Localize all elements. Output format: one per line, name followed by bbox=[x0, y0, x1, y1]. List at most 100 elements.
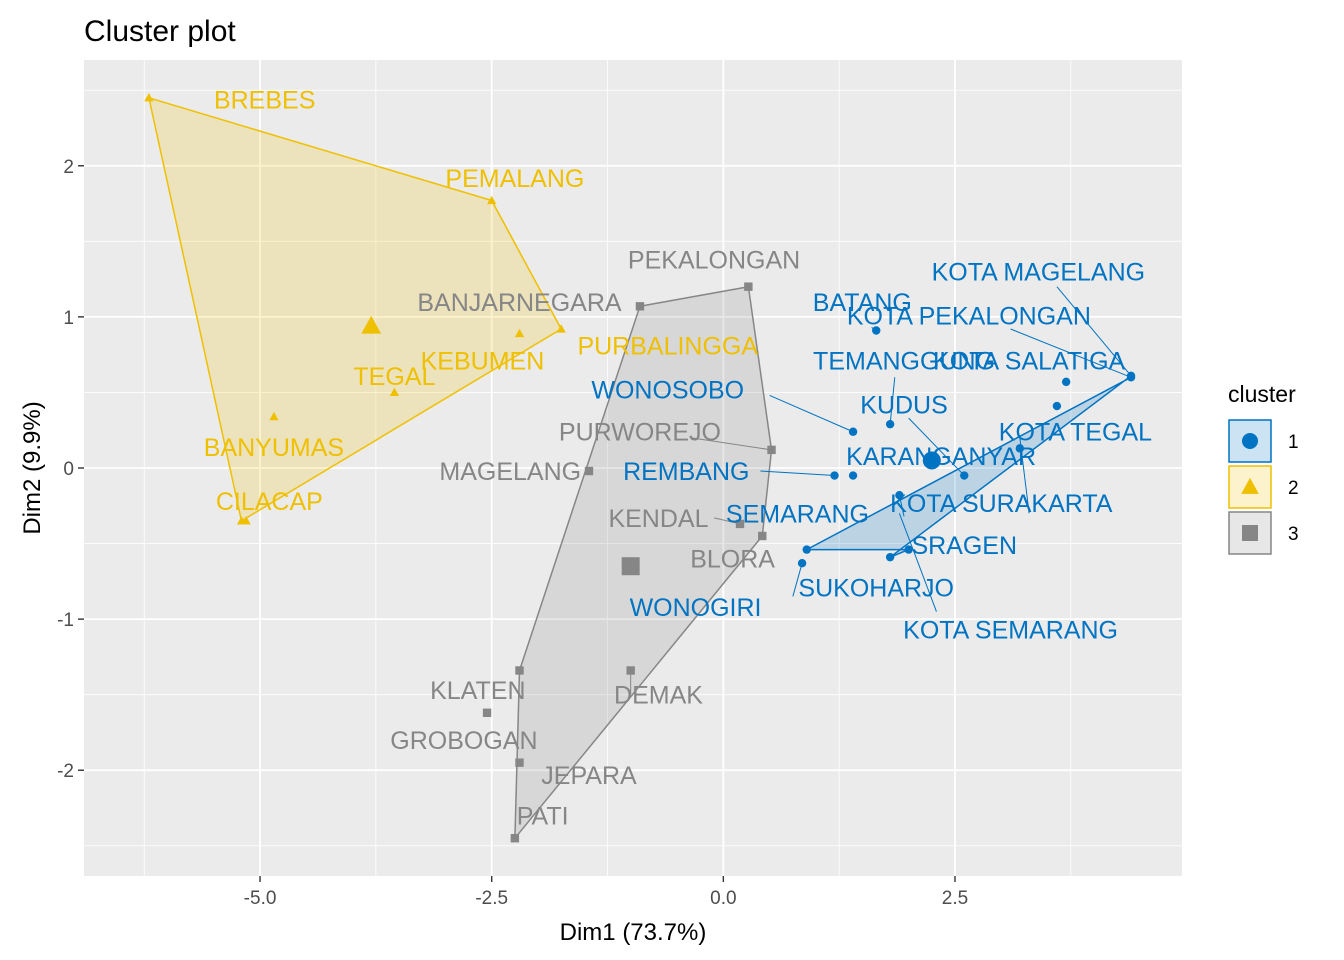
legend: cluster 1 2 3 bbox=[1228, 381, 1299, 555]
label-connector bbox=[713, 517, 741, 525]
label-kota-magelang: KOTA MAGELANG bbox=[932, 259, 1145, 287]
point-kudus bbox=[1052, 401, 1062, 411]
y-tick-label: 0 bbox=[63, 459, 74, 480]
label-temanggung: TEMANGGUNG bbox=[813, 348, 995, 376]
label-brebes: BREBES bbox=[214, 86, 315, 114]
label-batang: BATANG bbox=[813, 289, 912, 317]
label-connector bbox=[792, 563, 803, 597]
label-connector bbox=[898, 513, 937, 612]
point-sragen bbox=[904, 545, 913, 554]
label-kendal: KENDAL bbox=[608, 505, 708, 533]
label-purworejo: PURWOREJO bbox=[559, 419, 721, 447]
label-kebumen: KEBUMEN bbox=[421, 348, 545, 376]
x-tick-label: -2.5 bbox=[475, 888, 508, 909]
label-sukoharjo: SUKOHARJO bbox=[798, 574, 954, 602]
point-labels: BREBES PEMALANG BANJARNEGARA PURBALINGGA KEB… bbox=[204, 86, 1152, 830]
point-temanggung bbox=[885, 419, 895, 429]
point-rembang bbox=[848, 471, 858, 480]
x-axis-title: Dim1 (73.7%) bbox=[560, 919, 707, 946]
point-klaten bbox=[515, 666, 524, 675]
y-tick-label: 2 bbox=[63, 157, 74, 178]
x-tick-label: 2.5 bbox=[942, 888, 968, 909]
data-points bbox=[144, 92, 1136, 843]
cluster-centroids bbox=[361, 315, 941, 576]
label-sragen: SRAGEN bbox=[911, 532, 1017, 560]
legend-symbol-1 bbox=[1242, 433, 1258, 449]
label-jepara: JEPARA bbox=[541, 762, 637, 790]
legend-label-3: 3 bbox=[1288, 524, 1299, 545]
label-kota-pekalongan: KOTA PEKALONGAN bbox=[847, 302, 1091, 330]
point-grobogan bbox=[482, 708, 492, 717]
legend-symbol-3 bbox=[1242, 525, 1258, 541]
point-demak bbox=[626, 666, 635, 675]
label-pekalongan: PEKALONGAN bbox=[628, 246, 800, 274]
label-pemalang: PEMALANG bbox=[445, 165, 584, 193]
y-tick-label: -1 bbox=[57, 610, 74, 631]
label-kota-tegal: KOTA TEGAL bbox=[999, 419, 1152, 447]
point-kota-pekalongan bbox=[1126, 373, 1136, 382]
label-connector bbox=[1010, 328, 1132, 378]
point-banjarnegara bbox=[635, 302, 645, 311]
point-pati bbox=[510, 834, 520, 843]
point-kota-salatiga bbox=[1061, 377, 1071, 387]
label-rembang: REMBANG bbox=[623, 458, 749, 486]
point-semarang bbox=[830, 471, 839, 480]
label-kota-surakarta: KOTA SURAKARTA bbox=[890, 490, 1113, 518]
point-blora bbox=[758, 531, 767, 541]
point-karanganyar bbox=[960, 471, 969, 480]
legend-label-1: 1 bbox=[1288, 432, 1299, 453]
centroid-cluster-2 bbox=[361, 315, 382, 334]
point-purbalingga bbox=[556, 324, 566, 333]
centroid-cluster-1 bbox=[922, 451, 941, 470]
point-kota-semarang bbox=[885, 552, 895, 562]
point-kota-tegal bbox=[1015, 444, 1025, 453]
axes: -5.0 -2.5 0.0 2.5 -2 -1 0 1 2 bbox=[57, 157, 968, 909]
point-wonogiri bbox=[797, 559, 807, 568]
point-pekalongan bbox=[744, 282, 753, 291]
label-connector bbox=[908, 417, 965, 476]
chart-title: Cluster plot bbox=[84, 15, 236, 48]
point-kebumen bbox=[389, 387, 400, 397]
point-brebes bbox=[144, 92, 154, 102]
x-tick-label: -5.0 bbox=[244, 888, 277, 909]
point-tegal bbox=[269, 411, 279, 421]
point-jepara bbox=[515, 758, 524, 767]
point-magelang bbox=[584, 466, 594, 476]
point-kendal bbox=[735, 519, 745, 529]
x-tick-label: 0.0 bbox=[710, 888, 736, 909]
point-kota-surakarta bbox=[895, 491, 904, 500]
point-purworejo bbox=[767, 445, 776, 455]
hull-cluster-1 bbox=[805, 375, 1132, 558]
point-cilacap bbox=[236, 516, 247, 525]
y-tick-label: -2 bbox=[57, 761, 74, 782]
label-connector bbox=[1056, 286, 1132, 377]
label-wonogiri: WONOGIRI bbox=[630, 594, 762, 622]
legend-symbol-2 bbox=[1241, 477, 1259, 494]
grid-lines bbox=[84, 60, 1182, 876]
label-connector bbox=[760, 470, 835, 477]
label-cilacap: CILACAP bbox=[216, 488, 323, 516]
point-sukoharjo bbox=[802, 545, 811, 554]
legend-label-2: 2 bbox=[1288, 478, 1299, 499]
label-connector bbox=[769, 395, 854, 433]
label-kota-salatiga: KOTA SALATIGA bbox=[933, 348, 1126, 376]
label-connector bbox=[690, 437, 772, 451]
label-banyumas: BANYUMAS bbox=[204, 434, 344, 462]
y-tick-label: 1 bbox=[63, 308, 74, 329]
label-wonosobo: WONOSOBO bbox=[591, 376, 744, 404]
point-banjarnegara bbox=[514, 328, 525, 338]
legend-title: cluster bbox=[1228, 381, 1296, 407]
cluster-hulls bbox=[148, 97, 1132, 839]
point-batang bbox=[872, 326, 881, 335]
label-kudus: KUDUS bbox=[860, 392, 948, 420]
label-connectors bbox=[630, 286, 1132, 695]
point-pemalang bbox=[487, 195, 497, 205]
label-demak: DEMAK bbox=[614, 682, 703, 710]
label-purbalingga: PURBALINGGA bbox=[577, 333, 758, 361]
label-grobogan: GROBOGAN bbox=[390, 727, 537, 755]
label-connector bbox=[889, 377, 896, 425]
y-axis-title: Dim2 (9.9%) bbox=[19, 401, 46, 534]
point-wonosobo bbox=[848, 427, 858, 436]
label-blora: BLORA bbox=[690, 546, 775, 574]
